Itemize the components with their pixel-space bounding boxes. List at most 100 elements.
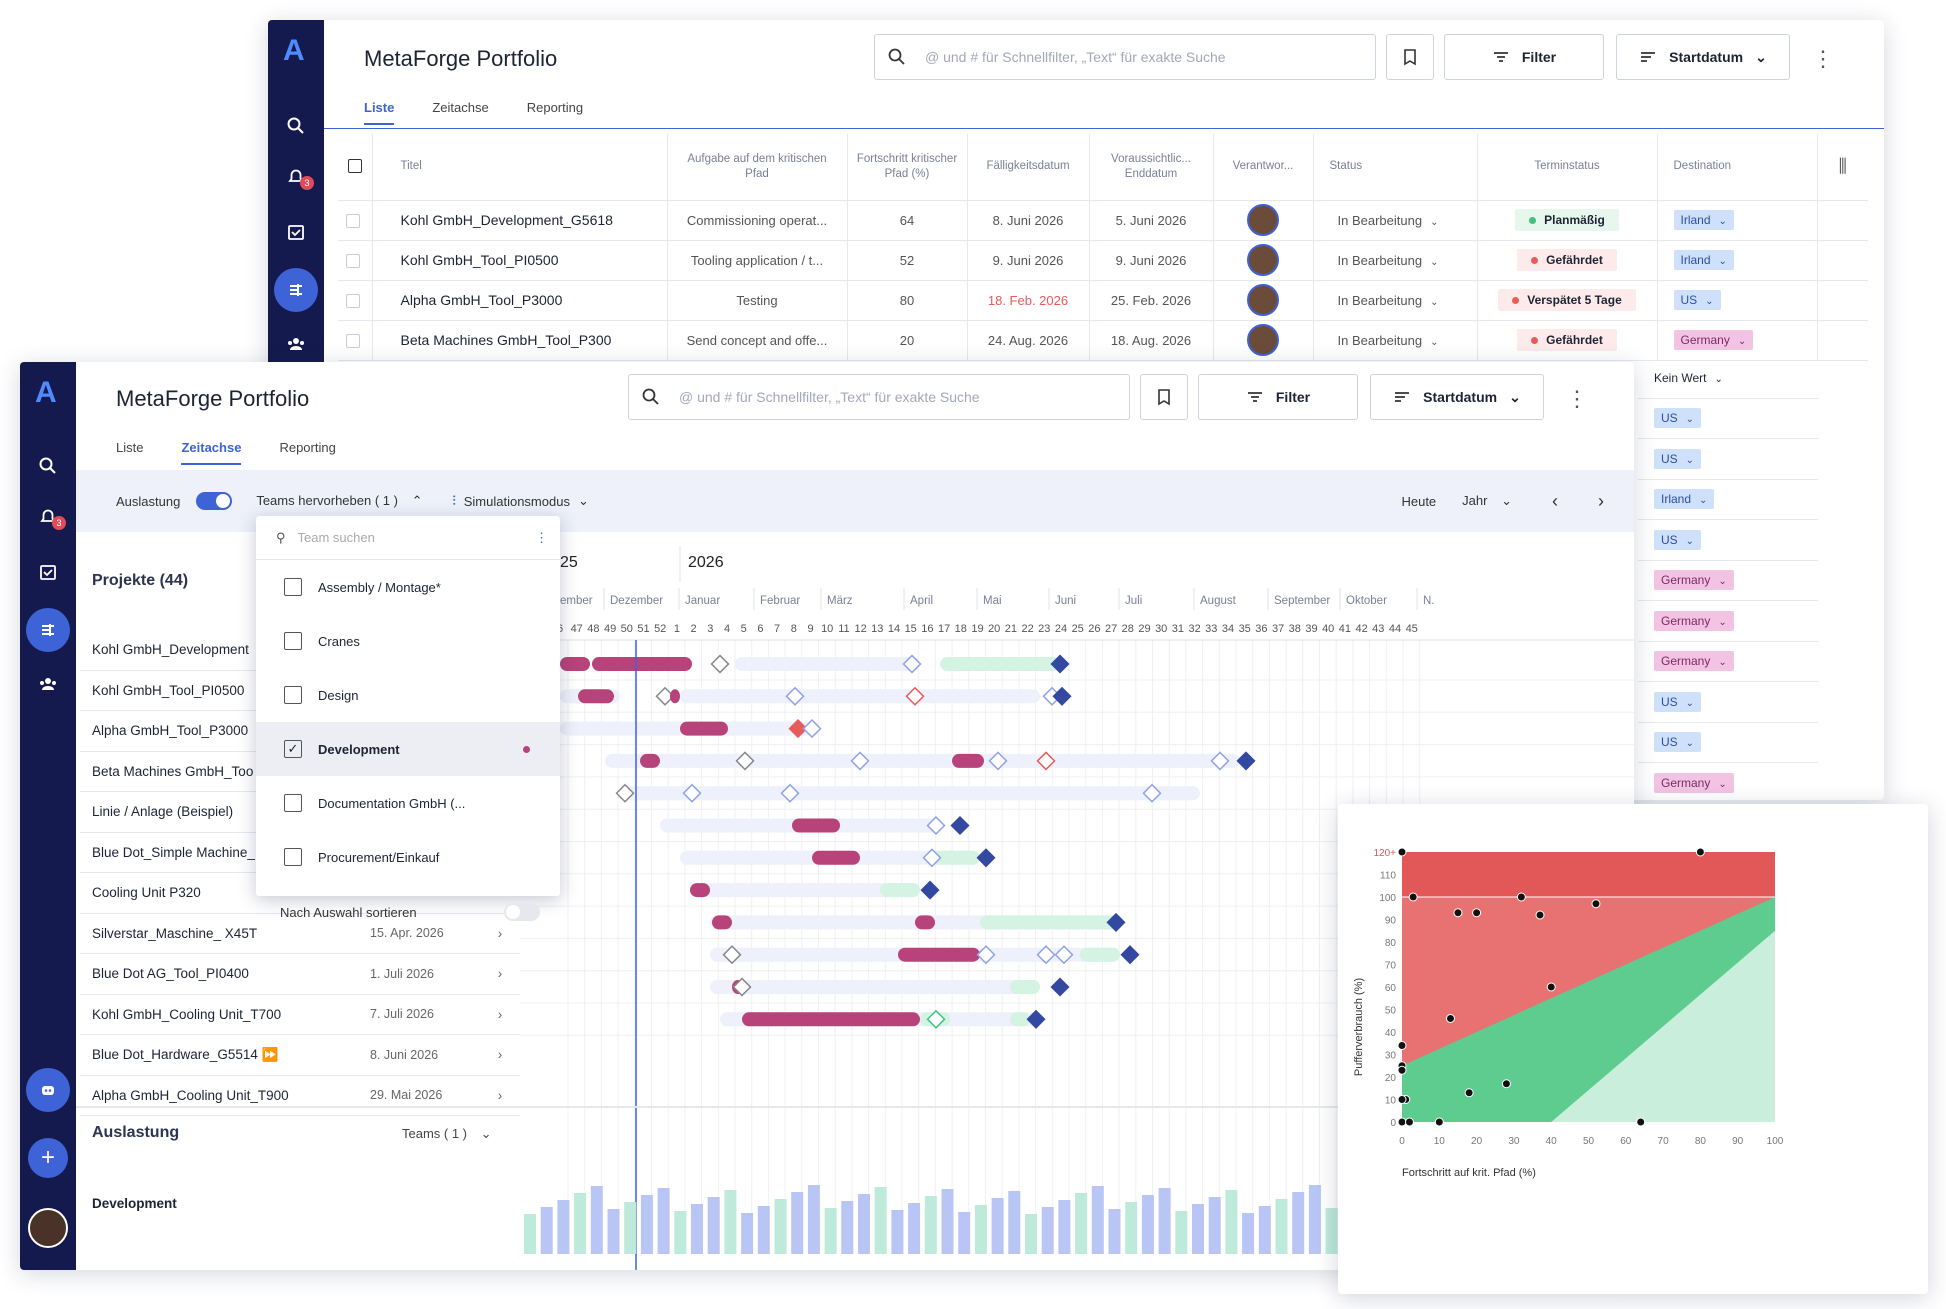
milestone-diamond[interactable] [802,719,822,739]
gantt-bar[interactable] [680,721,728,736]
data-point[interactable] [1408,892,1418,902]
col-end-date[interactable]: Voraussichtlic... Enddatum [1089,134,1214,201]
project-name[interactable]: Alpha GmbH_Cooling Unit_T900 [92,1087,289,1103]
gantt-bar[interactable] [690,883,920,898]
col-title[interactable]: Titel [372,134,668,201]
destination-tag[interactable]: US ⌄ [1654,448,1702,469]
row-title[interactable]: Beta Machines GmbH_Tool_P300 [372,320,668,361]
project-name[interactable]: Blue Dot_Hardware_G5514 ⏩ [92,1046,279,1062]
destination-row[interactable]: US ⌄ [1638,723,1818,763]
row-destination-cell[interactable]: Irland ⌄ [1657,200,1818,241]
row-owner-cell[interactable] [1213,240,1314,281]
data-point[interactable] [1695,847,1705,857]
destination-tag[interactable]: Germany ⌄ [1654,651,1734,672]
search-input[interactable]: @ und # für Schnellfilter, „Text“ für ex… [874,34,1376,80]
filter-button[interactable]: Filter [1444,34,1604,80]
avatar[interactable] [1247,284,1279,316]
milestone-diamond[interactable] [1026,1009,1046,1029]
destination-row[interactable]: US ⌄ [1638,520,1818,561]
gantt-bar[interactable] [592,657,692,671]
sort-button[interactable]: Startdatum ⌄ [1370,374,1544,420]
avatar[interactable] [1247,204,1279,236]
gantt-bar[interactable] [1080,947,1120,962]
chevron-right-icon[interactable]: › [497,966,503,982]
more-options-icon[interactable]: ⋮ [535,529,548,545]
sort-button[interactable]: Startdatum ⌄ [1616,34,1790,80]
teams-filter-select[interactable]: Teams ( 1 ) ⌄ [402,1126,492,1142]
data-point[interactable] [1516,892,1526,902]
project-name[interactable]: Kohl GmbH_Tool_PI0500 [92,682,245,698]
more-menu-icon[interactable]: ⋮ [1566,386,1588,411]
gantt-bar[interactable] [812,850,860,865]
data-point[interactable] [1397,1117,1407,1127]
milestone-diamond[interactable] [1042,686,1062,706]
calendar-icon[interactable] [284,220,308,244]
milestone-diamond[interactable] [788,719,808,739]
table-row[interactable]: Kohl GmbH_Development_G5618 Commissionin… [338,200,1868,241]
milestone-diamond[interactable] [950,815,970,836]
project-name[interactable]: Blue Dot_Simple Machine_ [92,844,255,860]
data-point[interactable] [1397,1065,1407,1075]
destination-row[interactable]: US ⌄ [1638,682,1818,723]
today-button[interactable]: Heute [1401,493,1437,509]
table-row[interactable]: Alpha GmbH_Tool_P3000 Testing 80 18. Feb… [338,280,1868,321]
milestone-diamond[interactable] [615,783,635,803]
tab-liste[interactable]: Liste [116,440,144,455]
team-icon[interactable] [36,672,60,696]
row-destination-cell[interactable]: US ⌄ [1657,280,1818,321]
filter-button[interactable]: Filter [1198,374,1358,420]
destination-row[interactable]: Irland ⌄ [1638,480,1818,520]
data-point[interactable] [1472,908,1482,918]
gantt-bar[interactable] [690,883,710,898]
data-point[interactable] [1434,1117,1444,1127]
table-row[interactable]: Kohl GmbH_Tool_PI0500 Tooling applicatio… [338,240,1868,281]
select-all-cell[interactable] [338,134,373,201]
col-destination[interactable]: Destination [1657,134,1818,201]
team-option[interactable]: Documentation GmbH (... [256,776,560,830]
row-title[interactable]: Kohl GmbH_Development_G5618 [372,200,668,241]
row-checkbox[interactable] [346,293,360,308]
gantt-bar[interactable] [880,883,920,898]
data-point[interactable] [1397,847,1407,857]
tab-reporting[interactable]: Reporting [526,100,584,115]
sort-by-selection-toggle[interactable] [504,903,540,921]
tab-liste[interactable]: Liste [364,100,395,125]
project-row[interactable]: Blue Dot_Hardware_G5514 ⏩ 8. Juni 2026 › [80,1035,520,1076]
project-row[interactable]: Silverstar_Maschine_ X45T 15. Apr. 2026 › [80,914,520,954]
destination-tag[interactable]: US ⌄ [1654,408,1702,429]
portfolio-icon[interactable] [274,268,318,312]
bookmark-button[interactable] [1386,34,1434,80]
project-name[interactable]: Alpha GmbH_Tool_P3000 [92,723,249,739]
milestone-diamond[interactable] [1236,751,1256,771]
row-checkbox[interactable] [346,333,360,348]
row-destination-cell[interactable]: Germany ⌄ [1657,320,1818,361]
row-select-cell[interactable] [338,320,373,361]
project-name[interactable]: Kohl GmbH_Development [92,642,249,658]
milestone-diamond[interactable] [722,945,742,965]
destination-tag[interactable]: Kein Wert ⌄ [1654,371,1723,385]
tab-zeitachse[interactable]: Zeitachse [432,100,489,115]
data-point[interactable] [1397,1095,1407,1104]
portfolio-icon[interactable] [26,608,70,652]
milestone-diamond[interactable] [1036,945,1056,965]
gantt-bar[interactable] [940,657,1060,671]
data-point[interactable] [1464,1088,1474,1098]
gantt-bar[interactable] [712,915,732,930]
destination-tag[interactable]: Irland ⌄ [1673,210,1734,230]
gantt-bar[interactable] [792,818,840,833]
team-option-checkbox[interactable]: ✓ [284,740,302,758]
data-point[interactable] [1397,1041,1407,1050]
milestone-diamond[interactable] [1142,783,1162,803]
gantt-bar[interactable] [932,850,980,865]
search-icon[interactable] [36,454,60,478]
destination-tag[interactable]: US ⌄ [1654,691,1702,712]
gantt-bar[interactable] [680,689,1040,704]
gantt-bar[interactable] [1010,980,1040,994]
milestone-diamond[interactable] [732,977,752,997]
gantt-bar[interactable] [670,689,680,704]
bell-icon[interactable]: 3 [36,504,66,530]
row-title[interactable]: Alpha GmbH_Tool_P3000 [372,280,668,321]
next-arrow-icon[interactable]: › [1598,490,1604,511]
add-icon[interactable]: + [28,1138,68,1178]
project-name[interactable]: Beta Machines GmbH_Too [92,763,254,779]
